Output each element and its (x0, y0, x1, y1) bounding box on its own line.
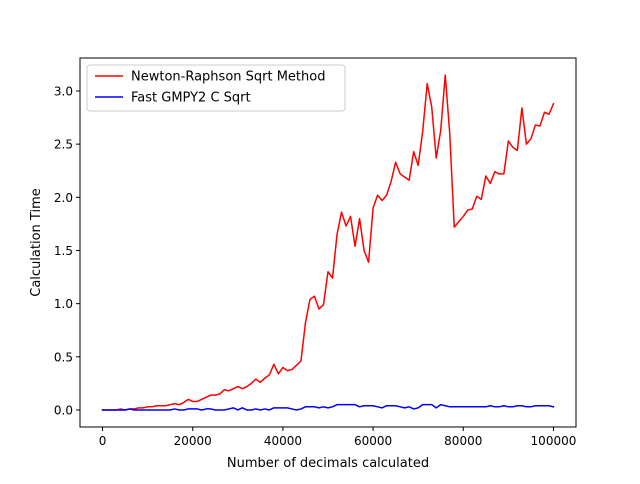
y-tick-label: 0.5 (54, 350, 73, 364)
y-tick-label: 1.5 (54, 244, 73, 258)
series-line-0 (101, 74, 555, 411)
y-tick-label: 2.0 (54, 191, 73, 205)
y-axis-label: Calculation Time (29, 188, 44, 296)
legend-box (86, 64, 346, 112)
legend-label-fast-gmpy2: Fast GMPY2 C Sqrt (131, 91, 251, 106)
y-tick-label: 0.0 (54, 403, 73, 417)
x-axis: 0 20000 40000 60000 80000 100000 (99, 427, 577, 448)
legend: Newton-Raphson Sqrt Method Fast GMPY2 C … (86, 64, 346, 112)
y-tick-label: 2.5 (54, 138, 73, 152)
axes-frame (79, 57, 577, 428)
legend-label-newton-raphson: Newton-Raphson Sqrt Method (131, 70, 325, 85)
x-tick-label: 80000 (444, 434, 482, 448)
x-tick-label: 100000 (531, 434, 577, 448)
x-tick-label: 20000 (174, 434, 212, 448)
x-tick-label: 60000 (354, 434, 392, 448)
series-line-1 (101, 403, 555, 411)
x-tick-label: 0 (99, 434, 107, 448)
x-tick-label: 40000 (264, 434, 302, 448)
series-layer (101, 74, 555, 411)
y-tick-label: 3.0 (54, 84, 73, 98)
x-axis-label: Number of decimals calculated (227, 456, 429, 471)
y-tick-label: 1.0 (54, 297, 73, 311)
y-axis: 0.0 0.5 1.0 1.5 2.0 2.5 3.0 (54, 84, 80, 417)
